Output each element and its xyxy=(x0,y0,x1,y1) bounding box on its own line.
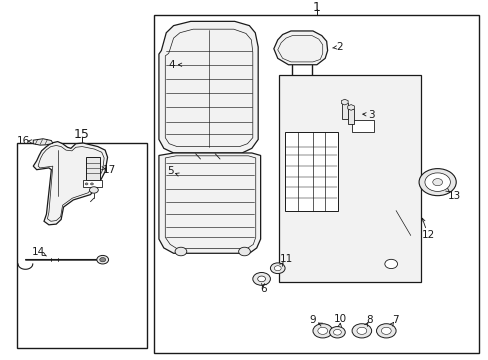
Polygon shape xyxy=(341,99,347,105)
Circle shape xyxy=(175,247,186,256)
Circle shape xyxy=(270,263,285,274)
Circle shape xyxy=(89,187,98,193)
Polygon shape xyxy=(33,141,107,225)
Circle shape xyxy=(351,324,371,338)
Bar xyxy=(17,143,146,347)
Bar xyxy=(85,157,100,180)
Circle shape xyxy=(312,324,332,338)
Circle shape xyxy=(384,259,397,269)
Circle shape xyxy=(257,276,265,282)
Text: 14: 14 xyxy=(31,247,45,257)
Text: 13: 13 xyxy=(447,191,461,201)
Bar xyxy=(278,76,420,282)
Circle shape xyxy=(97,255,108,264)
Circle shape xyxy=(356,327,366,334)
Circle shape xyxy=(376,324,395,338)
Bar xyxy=(154,15,478,353)
Text: 17: 17 xyxy=(102,165,116,175)
Circle shape xyxy=(274,266,281,271)
Circle shape xyxy=(381,327,390,334)
Text: 2: 2 xyxy=(336,42,343,52)
Circle shape xyxy=(329,327,345,338)
Text: 9: 9 xyxy=(309,315,316,325)
Text: 4: 4 xyxy=(168,60,175,70)
Text: 12: 12 xyxy=(421,230,434,240)
Polygon shape xyxy=(273,31,327,65)
Bar xyxy=(83,180,102,188)
Text: 15: 15 xyxy=(74,127,90,141)
Text: 11: 11 xyxy=(279,254,293,264)
Circle shape xyxy=(418,168,455,195)
Polygon shape xyxy=(347,105,354,110)
Polygon shape xyxy=(159,21,258,153)
Polygon shape xyxy=(33,139,53,145)
Circle shape xyxy=(333,329,341,335)
Text: 7: 7 xyxy=(391,315,398,325)
Circle shape xyxy=(100,257,105,262)
Circle shape xyxy=(85,183,88,185)
Text: 5: 5 xyxy=(166,166,173,176)
Bar xyxy=(347,108,353,124)
Text: 8: 8 xyxy=(366,315,372,325)
Circle shape xyxy=(424,173,449,192)
Text: 3: 3 xyxy=(367,109,374,120)
Text: 16: 16 xyxy=(17,135,30,145)
Circle shape xyxy=(238,247,250,256)
Text: 1: 1 xyxy=(312,1,320,14)
Bar xyxy=(284,132,338,211)
Circle shape xyxy=(432,179,442,186)
Circle shape xyxy=(252,273,270,285)
Bar xyxy=(341,103,347,119)
Circle shape xyxy=(317,327,327,334)
Bar xyxy=(351,120,373,132)
Text: 6: 6 xyxy=(259,284,266,294)
Polygon shape xyxy=(159,153,260,253)
Circle shape xyxy=(90,183,93,185)
Text: 10: 10 xyxy=(334,314,346,324)
